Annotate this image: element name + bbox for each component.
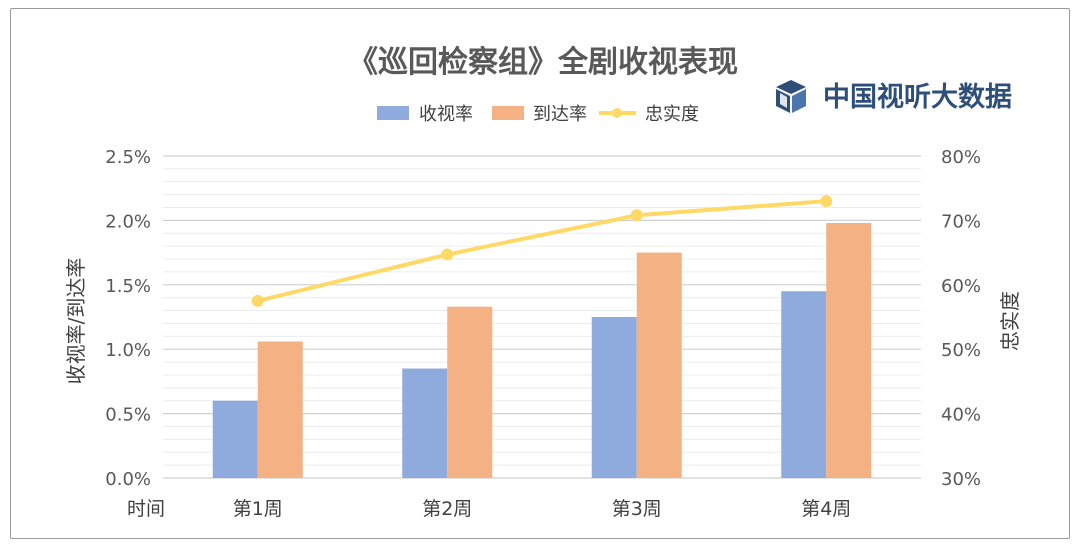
bar-reach bbox=[447, 306, 493, 478]
loyalty-series-line bbox=[257, 199, 827, 303]
legend-swatch-0 bbox=[377, 106, 409, 120]
chart-title: 《巡回检察组》全剧收视表现 bbox=[348, 45, 738, 80]
legend-label-1: 到达率 bbox=[533, 104, 587, 125]
y-tick-label: 1.5% bbox=[105, 276, 151, 297]
loyalty-point bbox=[251, 294, 264, 307]
bar-reach bbox=[257, 341, 303, 478]
category-label: 第1周 bbox=[233, 498, 283, 520]
y-tick-label: 0.5% bbox=[105, 405, 151, 426]
loyalty-line bbox=[251, 195, 833, 307]
y2-tick-label: 60% bbox=[941, 276, 981, 297]
bar-rating bbox=[402, 368, 448, 478]
legend-label-2: 忠实度 bbox=[645, 104, 699, 125]
y2-tick-label: 40% bbox=[941, 405, 981, 426]
loyalty-point bbox=[441, 248, 454, 261]
cube-logo-icon bbox=[776, 80, 806, 113]
bar-reach bbox=[636, 252, 682, 478]
loyalty-point bbox=[630, 209, 643, 222]
category-label: 第3周 bbox=[612, 498, 662, 520]
legend-swatch-1 bbox=[492, 106, 524, 120]
category-labels: 第1周 第2周 第3周 第4周 bbox=[233, 498, 852, 520]
y2-tick-label: 70% bbox=[941, 211, 981, 232]
y-tick-label: 2.0% bbox=[105, 211, 151, 232]
bar-rating bbox=[781, 291, 827, 478]
brand-logo: 中国视听大数据 bbox=[776, 80, 1012, 113]
category-label: 第2周 bbox=[422, 498, 472, 520]
y2-tick-label: 50% bbox=[941, 340, 981, 361]
chart-frame: 《巡回检察组》全剧收视表现 中国视听大数据 收视率 到达率 忠实度 0.0% 0.… bbox=[10, 8, 1070, 539]
legend-label-0: 收视率 bbox=[419, 104, 473, 125]
y-tick-label: 1.0% bbox=[105, 340, 151, 361]
y-axis-title: 收视率/到达率 bbox=[64, 258, 88, 385]
y2-tick-label: 30% bbox=[941, 469, 981, 490]
bars bbox=[212, 222, 872, 478]
category-label: 第4周 bbox=[801, 498, 851, 520]
right-axis-ticks: 30% 40% 50% 60% 70% 80% bbox=[941, 147, 981, 490]
y-tick-label: 0.0% bbox=[105, 469, 151, 490]
y2-tick-label: 80% bbox=[941, 147, 981, 168]
bar-rating bbox=[591, 317, 637, 478]
y2-axis-title: 忠实度 bbox=[998, 291, 1022, 351]
brand-name: 中国视听大数据 bbox=[823, 82, 1012, 113]
legend-marker-2 bbox=[612, 108, 622, 118]
y-tick-label: 2.5% bbox=[105, 147, 151, 168]
left-axis-ticks: 0.0% 0.5% 1.0% 1.5% 2.0% 2.5% bbox=[105, 147, 151, 490]
x-axis-title: 时间 bbox=[127, 498, 165, 520]
bar-reach bbox=[826, 222, 872, 478]
legend: 收视率 到达率 忠实度 bbox=[377, 104, 699, 125]
chart-svg: 《巡回检察组》全剧收视表现 中国视听大数据 收视率 到达率 忠实度 0.0%0.… bbox=[64, 45, 1022, 520]
loyalty-point bbox=[820, 195, 833, 208]
bar-rating bbox=[212, 400, 258, 478]
